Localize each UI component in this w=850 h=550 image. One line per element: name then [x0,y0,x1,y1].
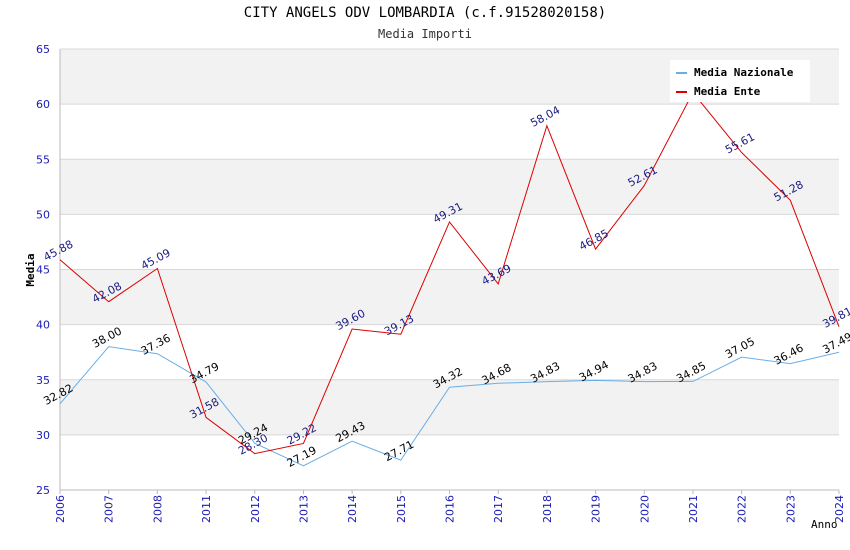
x-tick-label: 2014 [346,495,359,523]
grid-band [60,379,839,435]
y-tick-label: 45 [36,264,50,277]
series-line-media-ente [59,91,840,455]
x-tick-label: 2008 [151,495,164,523]
grid-band [60,159,839,215]
grid-band [60,434,839,490]
x-tick-label: 2022 [736,495,749,523]
y-tick-label: 30 [36,429,50,442]
x-tick-label: 2023 [784,495,797,523]
y-axis-ticks: 25 30 35 40 45 50 55 60 65 [36,43,50,497]
grid-band [60,214,839,270]
x-tick-label: 2013 [297,495,310,523]
x-tick-label: 2007 [103,495,116,523]
legend: Media Nazionale Media Ente [670,60,810,102]
x-tick-label: 2020 [638,495,651,523]
series-lines [59,91,840,467]
legend-box [670,60,810,102]
x-tick-label: 2006 [54,495,67,523]
x-tick-label: 2018 [541,495,554,523]
x-tick-label: 2011 [200,495,213,523]
x-tick-label: 2021 [687,495,700,523]
x-tick-label: 2019 [590,495,603,523]
x-tick-label: 2017 [492,495,505,523]
y-tick-label: 60 [36,98,50,111]
grid-band [60,269,839,325]
chart-title: CITY ANGELS ODV LOMBARDIA (c.f.915280201… [243,5,607,21]
x-tick-label: 2016 [444,495,457,523]
x-tick-label: 2024 [833,495,846,523]
y-tick-label: 65 [36,43,50,56]
legend-entry: Media Ente [694,85,761,98]
x-axis-ticks: 2006 2007 2008 2011 2012 2013 2014 2015 2016 2017… [54,490,846,523]
y-tick-label: 55 [36,153,50,166]
y-axis-title: Media [24,253,37,286]
grid-band [60,324,839,380]
y-tick-label: 25 [36,484,50,497]
y-tick-label: 35 [36,374,50,387]
grid-band [60,104,839,160]
grid-bands [60,49,839,490]
x-axis-title: Anno [811,518,838,531]
chart-subtitle: Media Importi [378,27,472,41]
y-tick-label: 40 [36,319,50,332]
series-line-media-nazionale [59,346,840,467]
x-tick-label: 2012 [249,495,262,523]
x-tick-label: 2015 [395,495,408,523]
y-tick-label: 50 [36,208,50,221]
legend-entry: Media Nazionale [694,66,794,79]
